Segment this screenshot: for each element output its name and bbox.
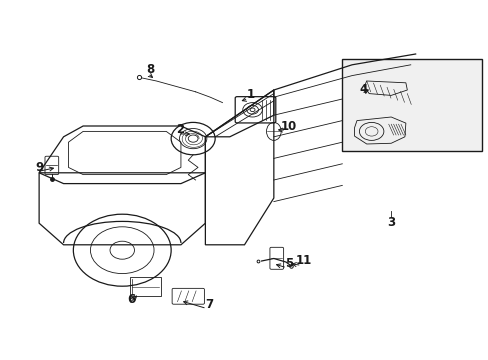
- Bar: [342, 59, 481, 151]
- Text: 1: 1: [246, 88, 254, 101]
- Text: 8: 8: [146, 63, 154, 76]
- Text: 2: 2: [176, 123, 183, 136]
- Text: 3: 3: [386, 216, 394, 229]
- Text: 6: 6: [127, 293, 135, 306]
- Text: 5: 5: [285, 257, 293, 270]
- Bar: [129, 277, 161, 296]
- Text: 4: 4: [359, 83, 367, 96]
- Text: 7: 7: [205, 298, 213, 311]
- Text: 10: 10: [280, 120, 296, 132]
- Text: 9: 9: [35, 161, 43, 174]
- Text: 11: 11: [295, 255, 312, 267]
